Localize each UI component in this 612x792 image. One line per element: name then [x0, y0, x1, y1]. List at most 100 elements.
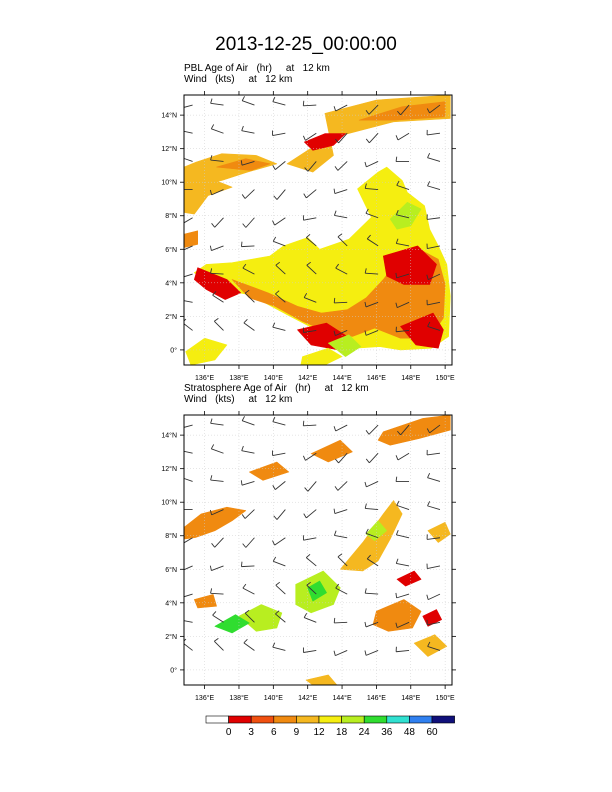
wind-barb [427, 157, 441, 162]
wind-barb [337, 556, 348, 567]
wind-barb-flag [304, 167, 309, 172]
wind-barb-flag [179, 566, 180, 571]
wind-barb-flag [335, 138, 339, 144]
wind-barb [272, 646, 286, 651]
wind-barb [365, 507, 379, 511]
wind-barb-flag [365, 110, 370, 115]
wind-barb [242, 267, 255, 275]
wind-barb [214, 217, 224, 228]
colorbar-label: 36 [381, 727, 393, 738]
wind-barb-flag [179, 273, 180, 278]
wind-barb [210, 479, 224, 482]
x-tick-label: 146°E [367, 374, 386, 382]
wind-barb-flag [210, 268, 213, 274]
wind-barb [427, 245, 441, 250]
wind-barb [184, 537, 193, 544]
field-region [377, 415, 451, 446]
wind-barb [275, 613, 286, 623]
colorbar-swatch [386, 715, 410, 724]
wind-barb-flag [364, 621, 367, 627]
x-tick-label: 146°E [367, 694, 386, 702]
wind-barb [427, 217, 441, 220]
wind-barb-flag [334, 486, 339, 491]
wind-barb-flag [333, 617, 336, 623]
colorbar-swatch [409, 715, 433, 724]
age-field [184, 415, 451, 685]
wind-barb-flag [395, 476, 398, 482]
wind-barb [303, 537, 317, 541]
wind-barb [303, 424, 317, 427]
wind-barb [306, 584, 317, 595]
wind-barb-flag [179, 593, 180, 598]
y-tick-label: 8°N [165, 532, 177, 540]
wind-barb [210, 159, 224, 162]
wind-barb [211, 128, 224, 134]
wind-barb [334, 301, 348, 304]
wind-barb-flag [395, 135, 399, 141]
wind-barb-flag [395, 530, 399, 536]
wind-barb-flag [272, 322, 276, 328]
wind-barb [334, 509, 348, 515]
wind-barb [400, 104, 410, 116]
wind-barb [306, 264, 317, 275]
wind-barb [365, 650, 379, 656]
wind-barb [335, 650, 348, 657]
wind-barb-flag [333, 106, 337, 112]
wind-barb-flag [209, 245, 212, 251]
field-region [389, 202, 422, 230]
wind-barb-flag [209, 189, 213, 195]
wind-barb-flag [272, 642, 276, 648]
wind-barb-flag [396, 180, 400, 186]
wind-barb-flag [180, 505, 181, 510]
colorbar-swatch [296, 715, 320, 724]
wind-barb [428, 273, 441, 281]
wind-barb [396, 273, 410, 279]
wind-barb-flag [427, 153, 431, 158]
colorbar-label: 24 [359, 727, 371, 738]
y-tick-label: 0° [170, 346, 177, 354]
wind-barb [272, 452, 286, 456]
wind-barb-flag [211, 223, 216, 228]
field-region [365, 520, 388, 542]
wind-barb-flag [365, 458, 370, 464]
pbl-field-label: PBL Age of Air (hr) at 12 km [184, 63, 330, 74]
wind-barb [427, 185, 441, 191]
colorbar-label: 18 [336, 727, 348, 738]
wind-barb [184, 300, 193, 303]
wind-barb [244, 292, 255, 303]
wind-barb-flag [241, 125, 244, 131]
wind-barb [335, 104, 348, 112]
wind-barb-flag [180, 103, 181, 108]
wind-barb [211, 565, 224, 571]
wind-barb [397, 301, 410, 309]
wind-barb [365, 187, 379, 191]
wind-barb-flag [333, 188, 336, 194]
wind-barb [244, 612, 255, 623]
wind-barb-flag [366, 554, 371, 560]
wind-barb [303, 217, 317, 221]
wind-barb-flag [395, 238, 399, 244]
field-region [194, 267, 241, 300]
wind-barb-flag [395, 592, 398, 598]
wind-barb [400, 424, 410, 436]
wind-barb-flag [212, 291, 217, 296]
x-tick-label: 150°E [436, 694, 455, 702]
wind-barb-flag [210, 418, 213, 424]
wind-barb [184, 157, 193, 162]
wind-barb [305, 132, 317, 141]
field-region [300, 347, 343, 365]
wind-barb [184, 245, 193, 251]
colorbar-swatch [273, 715, 297, 724]
wind-barb [241, 565, 255, 568]
wind-barb [184, 217, 193, 224]
wind-barb [213, 320, 224, 331]
wind-barb-flag [240, 160, 243, 166]
colorbar-label: 9 [294, 727, 300, 738]
y-tick-label: 0° [170, 666, 177, 674]
wind-barb-flag [242, 223, 247, 228]
wind-barb-flag [305, 553, 311, 558]
y-tick-label: 8°N [165, 212, 177, 220]
wind-barb [365, 592, 379, 595]
wind-barb-flag [209, 565, 212, 571]
y-tick-label: 2°N [165, 633, 177, 641]
